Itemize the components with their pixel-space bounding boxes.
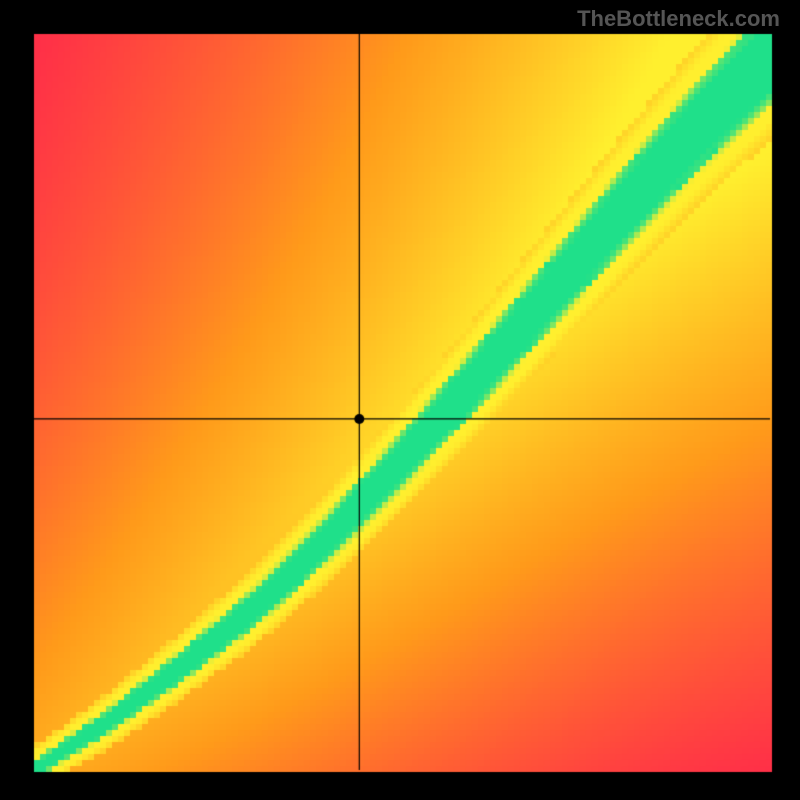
chart-container: TheBottleneck.com <box>0 0 800 800</box>
heatmap-chart <box>0 0 800 800</box>
watermark-text: TheBottleneck.com <box>577 6 780 32</box>
